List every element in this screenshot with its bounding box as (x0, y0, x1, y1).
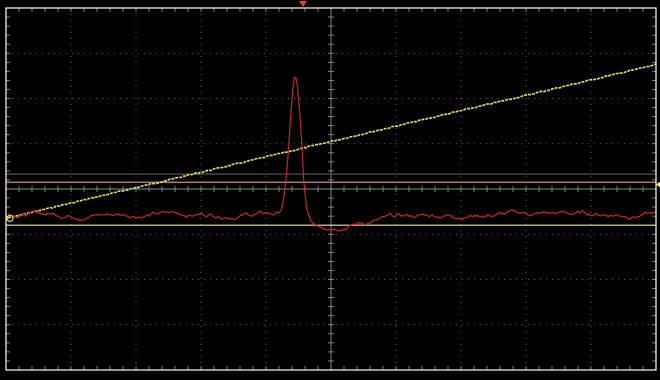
screen-frame (5, 7, 657, 371)
trigger-level-marker[interactable] (656, 181, 660, 188)
red-pulse-trace (7, 76, 657, 232)
channel-ground-marker[interactable] (6, 214, 14, 223)
yellow-ramp-trace (7, 63, 657, 219)
graticule (5, 7, 657, 371)
trigger-position-marker[interactable] (299, 1, 307, 7)
markers (6, 1, 660, 223)
cursor-lines[interactable] (6, 173, 656, 226)
